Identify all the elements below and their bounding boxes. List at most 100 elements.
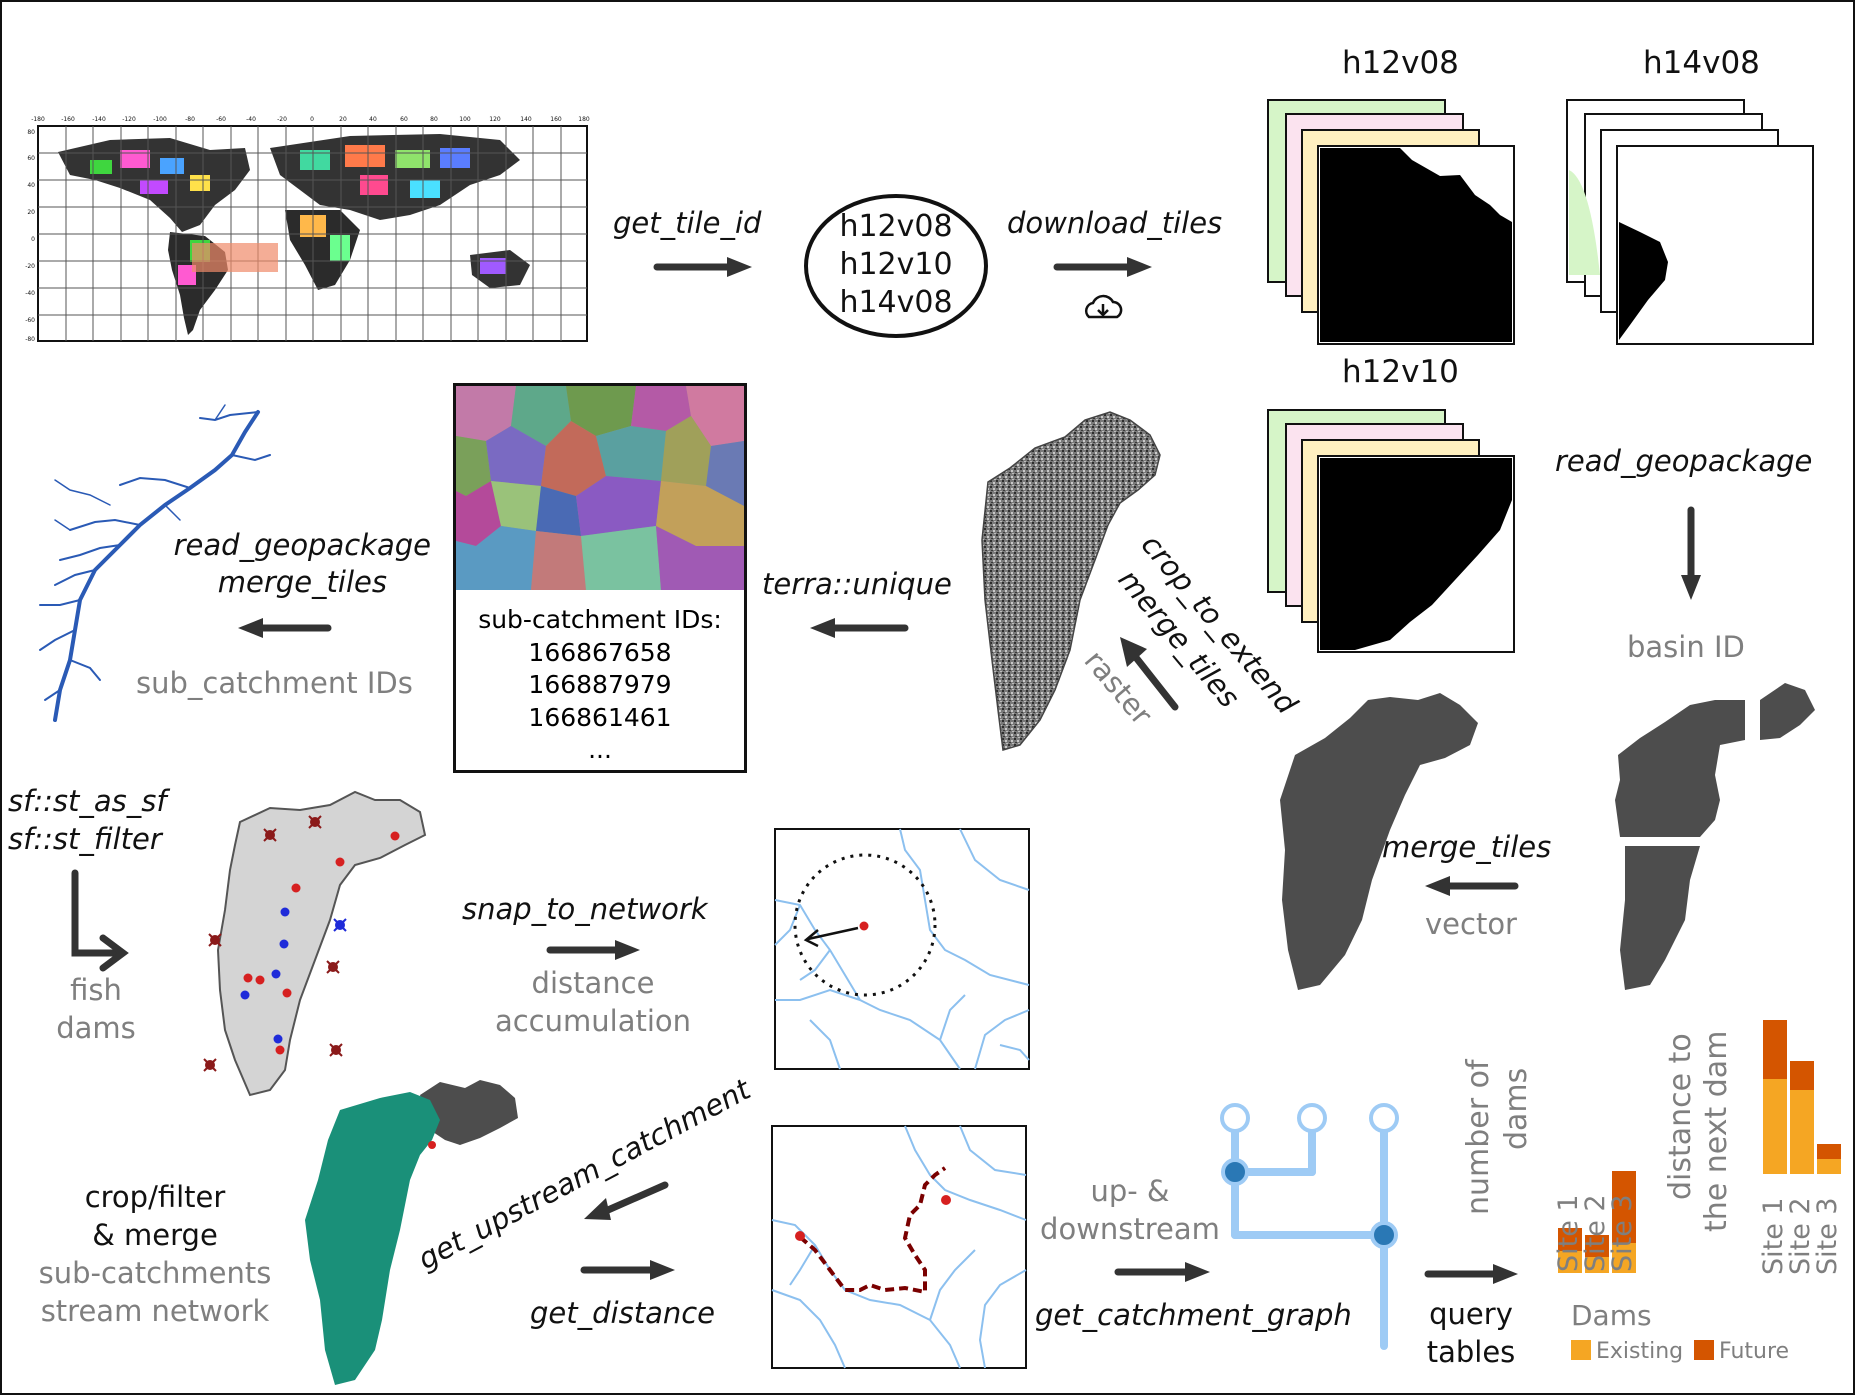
get-tile-id-label: get_tile_id: [613, 206, 762, 240]
chart1-ylabel-line1: number of: [1461, 1058, 1496, 1215]
bar-existing-2: [1790, 1090, 1814, 1174]
flow-arrows: [71, 257, 1701, 1284]
svg-text:60: 60: [400, 116, 408, 123]
svg-text:-60: -60: [216, 116, 226, 123]
svg-text:80: 80: [430, 116, 438, 123]
sub-catchment-mosaic: [456, 386, 744, 590]
svg-text:-40: -40: [246, 116, 256, 123]
legend-swatch-existing: [1571, 1340, 1591, 1360]
distance-panel: [771, 1125, 1027, 1369]
svg-text:-80: -80: [25, 336, 35, 343]
dam-points: [243, 831, 400, 1055]
arrow-bent-fish-dams: [71, 869, 129, 972]
sub-catchment-id-3: 166861461: [528, 702, 672, 732]
arrow-get-distance: [580, 1260, 675, 1280]
arrow-get-upstream: [584, 1181, 669, 1220]
vector-label: vector: [1425, 907, 1517, 941]
arrow-sub-catchment-ids: [238, 618, 332, 638]
arrow-snap-to-network: [546, 940, 640, 960]
arrow-merge-tiles-vector: [1425, 876, 1519, 896]
basin-vector-split: [1615, 683, 1815, 990]
snap-panel: [774, 828, 1030, 1070]
crop-filter-label: crop/filter & merge sub-catchments strea…: [20, 1178, 290, 1330]
svg-text:-80: -80: [185, 116, 195, 123]
arrow-read-geopackage-down: [1681, 506, 1701, 600]
chart-rotated-labels: number of dams distance to the next dam: [1461, 1031, 1734, 1232]
dams-label: dams: [56, 1011, 136, 1045]
cloud-download-icon: [1084, 294, 1123, 319]
svg-text:160: 160: [550, 116, 562, 123]
bar-existing-1: [1763, 1079, 1787, 1174]
arrow-get-catchment-graph: [1114, 1262, 1210, 1282]
svg-text:-40: -40: [25, 290, 35, 297]
legend-existing: Existing: [1596, 1339, 1683, 1364]
continents: [58, 134, 530, 335]
arrow-query-tables: [1424, 1264, 1518, 1284]
fish-points: [240, 907, 290, 1044]
bar-future-3: [1612, 1171, 1636, 1243]
tile-stack-h12v08: [1267, 99, 1515, 345]
sf-functions-label: sf::st_as_sf sf::st_filter: [8, 782, 167, 858]
bar-existing-3: [1817, 1159, 1841, 1174]
selected-tiles-highlight: [192, 243, 278, 272]
read-geopackage-right-label: read_geopackage: [1555, 444, 1813, 478]
svg-text:40: 40: [369, 116, 377, 123]
arrow-download-tiles: [1053, 257, 1152, 277]
query-tables-label: query tables: [1416, 1295, 1526, 1371]
svg-text:-160: -160: [61, 116, 75, 123]
sub-catchment-id-1: 166867658: [528, 637, 672, 667]
svg-text:80: 80: [27, 129, 35, 136]
fish-dams-label: fish dams: [40, 971, 152, 1047]
query-line1: query: [1429, 1297, 1513, 1331]
svg-text:-180: -180: [31, 116, 45, 123]
chart1-ylabel-line2: dams: [1499, 1068, 1534, 1150]
tile-id-list: h12v08 h12v10 h14v08: [826, 208, 966, 322]
svg-text:0: 0: [31, 236, 35, 243]
svg-text:-120: -120: [122, 116, 136, 123]
up-down-line2: downstream: [1040, 1212, 1220, 1246]
svg-text:-20: -20: [277, 116, 287, 123]
bar-future-1: [1558, 1228, 1582, 1251]
svg-text:-60: -60: [25, 317, 35, 324]
bar-chart-distance-to-next-dam: [1763, 1020, 1841, 1174]
catchment-graph: [1220, 1103, 1399, 1350]
accumulation-label: accumulation: [494, 1004, 692, 1038]
arrow-terra-unique: [810, 618, 909, 638]
tile-gridlines: [38, 126, 587, 341]
svg-text:-100: -100: [153, 116, 167, 123]
bar-existing-2: [1585, 1257, 1609, 1273]
st-as-sf-label: sf::st_as_sf: [8, 784, 167, 818]
sub-catchment-id-list: sub-catchment IDs: 166867658 166887979 1…: [456, 604, 744, 767]
tile-id-3: h14v08: [839, 285, 953, 320]
world-map-tile-grid: -180 -160 -140 -120 -100 -80 -60 -40 -20…: [25, 116, 590, 343]
crop-filter-line2: & merge: [92, 1218, 218, 1252]
basin-id-label: basin ID: [1627, 630, 1745, 664]
legend-title: Dams: [1571, 1299, 1652, 1332]
tile-id-1: h12v08: [839, 209, 953, 244]
merge-tiles-left-label: merge_tiles: [217, 565, 387, 599]
bar-future-2: [1585, 1235, 1609, 1257]
chart1-cat-1: Site 1: [1553, 1194, 1584, 1272]
merge-tiles-vector-label: merge_tiles: [1382, 830, 1552, 864]
chart2-ylabel-line2: the next dam: [1699, 1031, 1734, 1232]
svg-text:20: 20: [339, 116, 347, 123]
basin-vector-merged: [1280, 693, 1478, 990]
distance-label: distance: [531, 966, 655, 1000]
chart2-ylabel-line1: distance to: [1663, 1033, 1698, 1200]
query-line2: tables: [1426, 1335, 1516, 1369]
svg-text:-20: -20: [25, 263, 35, 270]
read-geopackage-left-label: read_geopackage: [173, 528, 431, 562]
raster-label: raster: [1078, 644, 1159, 732]
svg-text:20: 20: [27, 209, 35, 216]
basin-sites: [203, 790, 427, 1097]
svg-text:-140: -140: [92, 116, 106, 123]
bar-existing-3: [1612, 1243, 1636, 1273]
bar-future-2: [1790, 1061, 1814, 1090]
svg-text:100: 100: [459, 116, 471, 123]
map-y-tick-labels: 80 60 40 20 0 -20 -40 -60 -80: [25, 129, 35, 343]
tile-title-h12v08: h12v08: [1342, 45, 1459, 81]
legend-swatch-future: [1694, 1340, 1714, 1360]
bar-chart-number-of-dams: [1558, 1171, 1636, 1273]
tile-title-h14v08: h14v08: [1643, 45, 1760, 81]
